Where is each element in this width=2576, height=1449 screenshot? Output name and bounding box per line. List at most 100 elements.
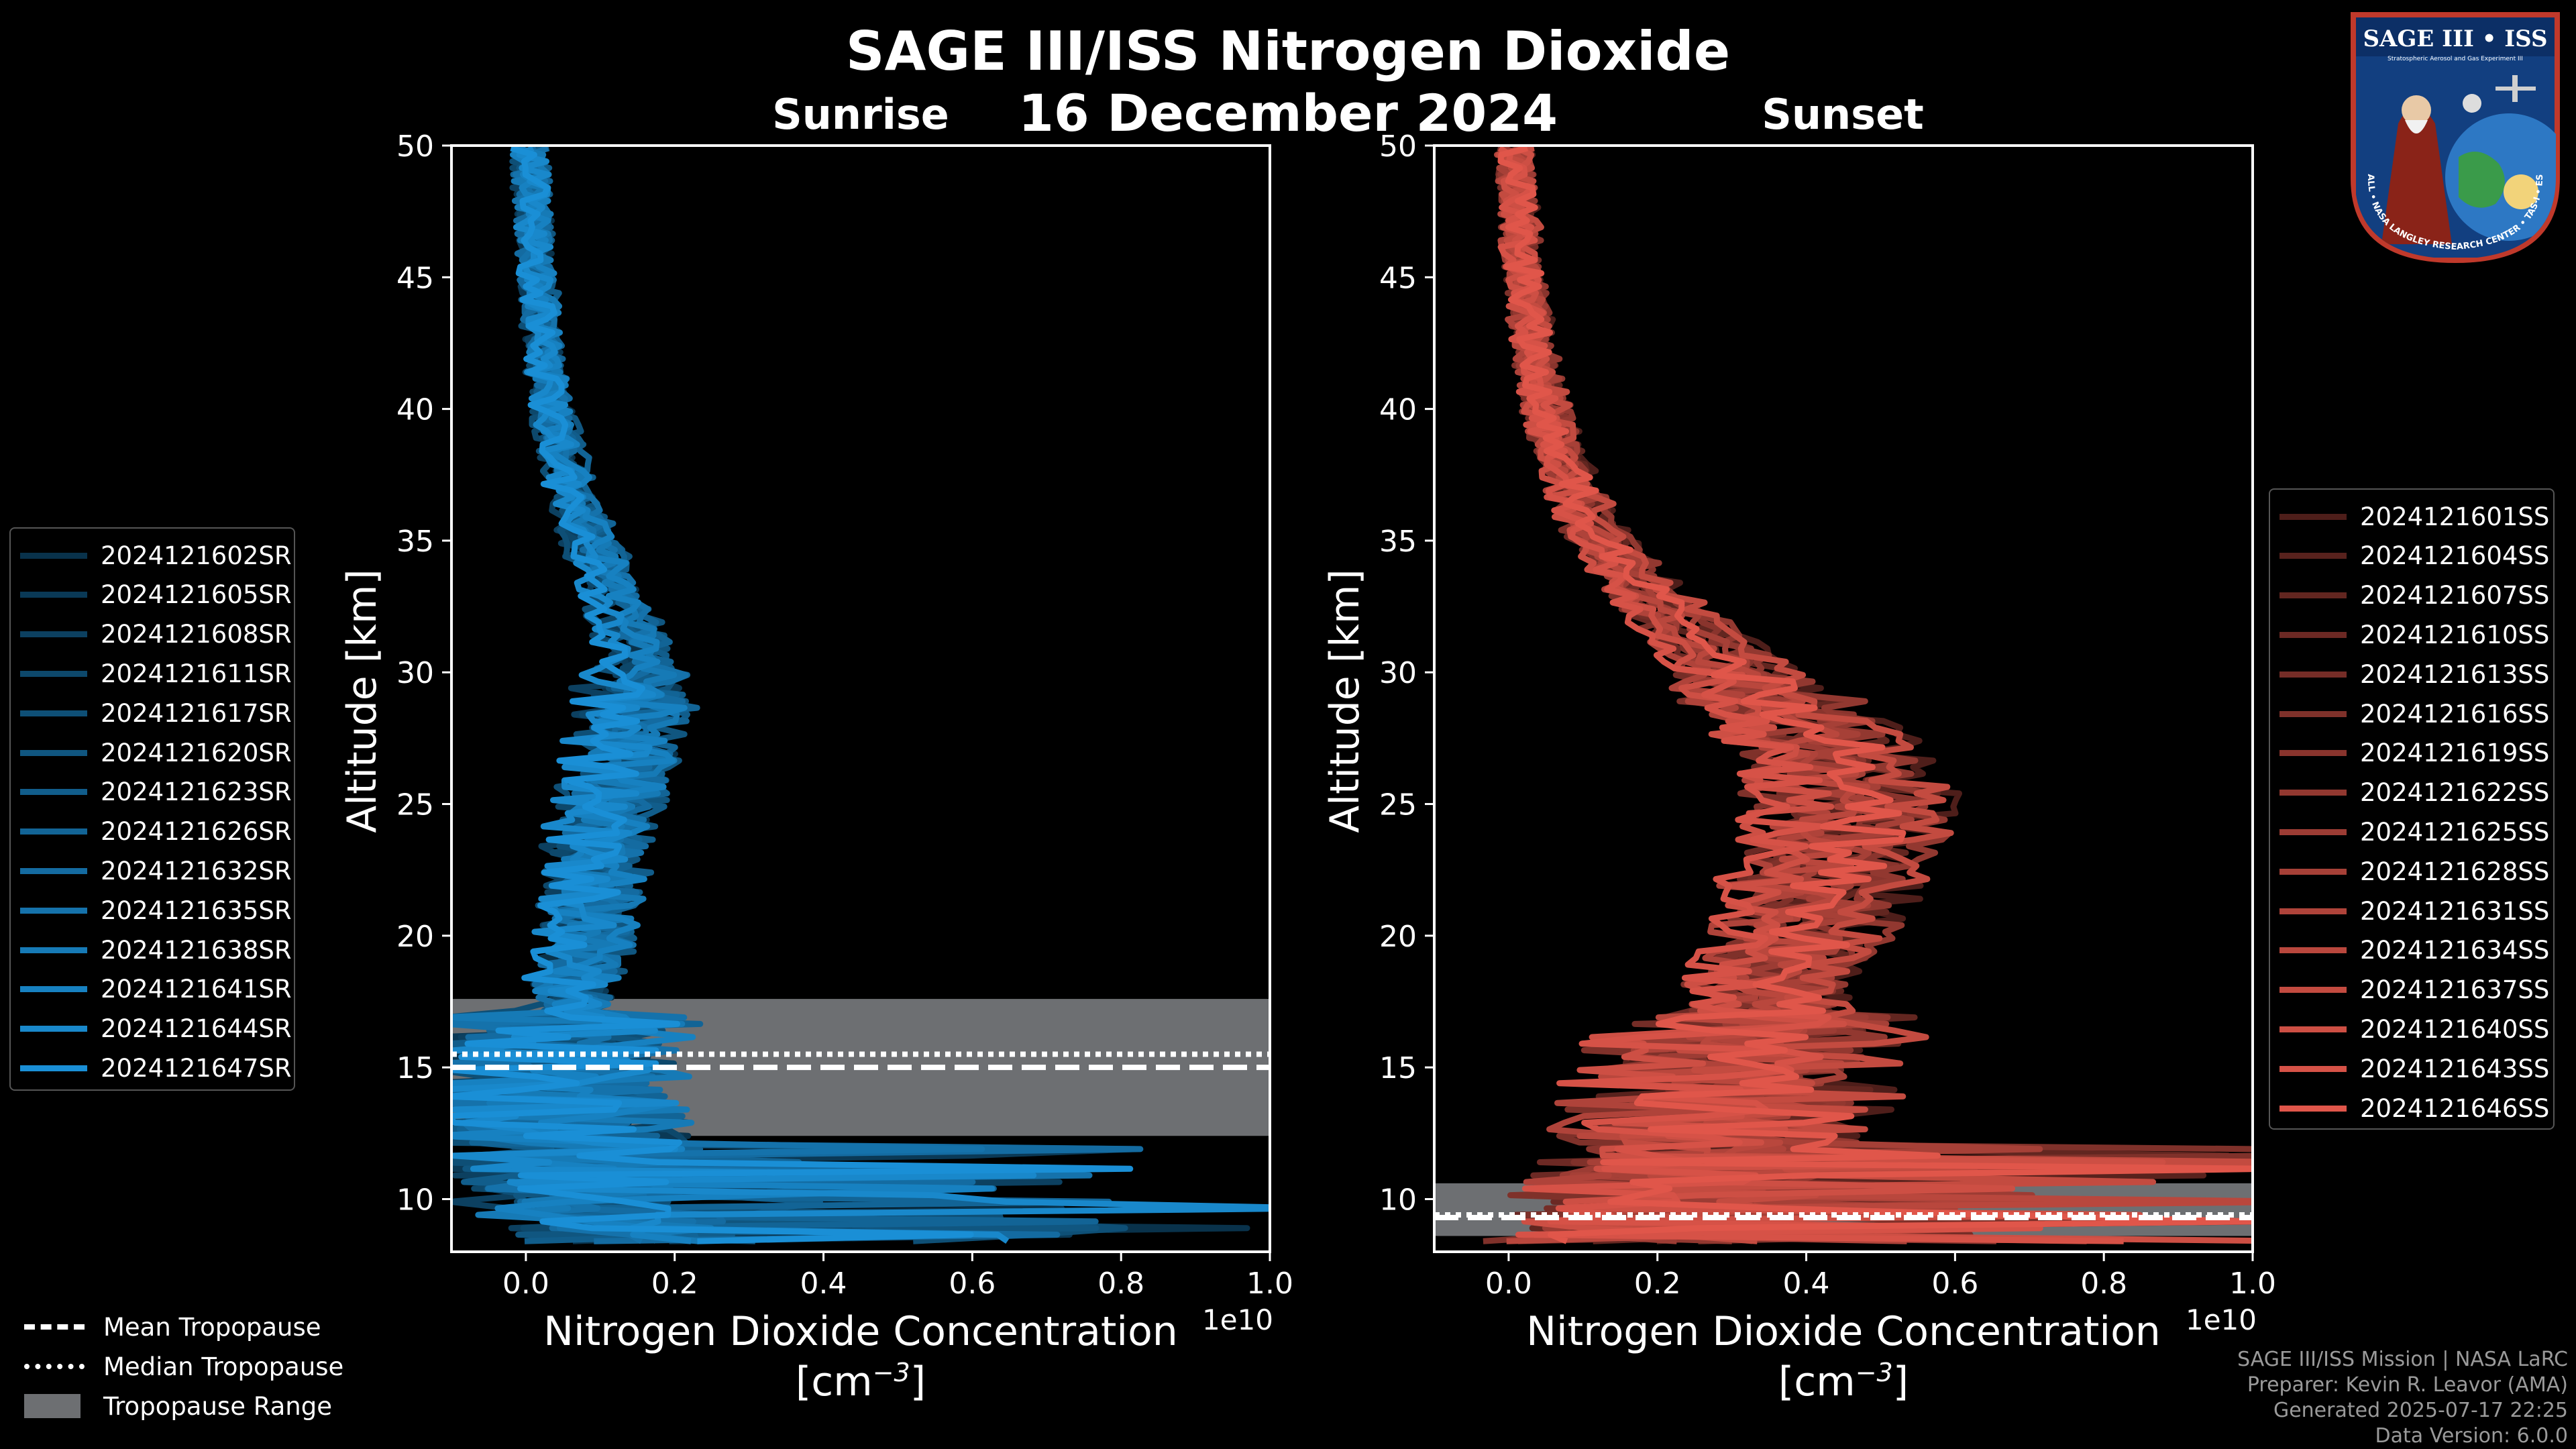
legend-swatch	[2279, 790, 2347, 796]
sunset-x-tick-label-0.4: 0.4	[1783, 1267, 1830, 1301]
sunrise-y-tick-label-20: 20	[396, 920, 434, 954]
legend-item: 2024121625SS	[2279, 816, 2549, 848]
legend-label: 2024121602SR	[101, 541, 292, 570]
sunrise-x-tick-label-0.0: 0.0	[502, 1267, 549, 1301]
sunset-y-tick-label-35: 35	[1379, 525, 1417, 559]
sunset-profiles	[1483, 146, 2253, 1244]
credit-mission: SAGE III/ISS Mission | NASA LaRC	[2237, 1348, 2568, 1371]
legend-swatch	[20, 592, 87, 598]
sunrise-x-tick-label-0.8: 0.8	[1097, 1267, 1144, 1301]
legend-swatch	[2279, 1026, 2347, 1032]
sunrise-x-axis-label-line2: [cm−3]	[795, 1358, 926, 1405]
legend-item: 2024121635SR	[20, 894, 292, 926]
credits: SAGE III/ISS Mission | NASA LaRC Prepare…	[2237, 1347, 2568, 1449]
sunrise-offset-text: 1e10	[1202, 1303, 1274, 1336]
sunrise-y-tick-label-45: 45	[396, 261, 434, 295]
legend-label: 2024121605SR	[101, 580, 292, 610]
legend-label: 2024121637SS	[2360, 975, 2550, 1005]
legend-swatch	[20, 710, 87, 716]
legend-swatch	[20, 867, 87, 874]
legend-label: 2024121619SS	[2360, 739, 2550, 768]
legend-item: 2024121601SS	[2279, 500, 2549, 533]
legend-tropopause-range: Tropopause Range	[24, 1390, 332, 1422]
sunset-x-tick-label-0.0: 0.0	[1485, 1267, 1532, 1301]
legend-item: 2024121602SR	[20, 539, 292, 572]
tropopause-legend: Mean Tropopause Median Tropopause Tropop…	[0, 1308, 376, 1442]
sunrise-y-tick-label-40: 40	[396, 393, 434, 427]
legend-median-tropopause: Median Tropopause	[24, 1350, 343, 1383]
sunset-y-tick-label-40: 40	[1379, 393, 1417, 427]
legend-swatch	[20, 947, 87, 953]
sunrise-y-tick-label-10: 10	[396, 1183, 434, 1217]
legend-item: 2024121644SR	[20, 1013, 292, 1045]
chart-title: SAGE III/ISS Nitrogen Dioxide	[845, 20, 1731, 83]
sunset-y-tick-label-25: 25	[1379, 788, 1417, 822]
legend-label: 2024121638SR	[101, 935, 292, 965]
sunset-panel-label: Sunset	[1762, 90, 1924, 139]
legend-label: 2024121616SS	[2360, 699, 2550, 729]
legend-label: 2024121607SS	[2360, 581, 2550, 610]
sunrise-x-tick-label-0.4: 0.4	[800, 1267, 847, 1301]
legend-swatch	[20, 749, 87, 756]
legend-item: 2024121604SS	[2279, 540, 2549, 572]
legend-item: 2024121619SS	[2279, 737, 2549, 769]
legend-swatch	[2279, 671, 2347, 678]
legend-swatch	[2279, 513, 2347, 520]
legend-item: 2024121628SS	[2279, 855, 2549, 888]
legend-swatch	[20, 828, 87, 835]
legend-item: 2024121623SR	[20, 776, 292, 808]
sunrise-x-tick-label-0.2: 0.2	[651, 1267, 698, 1301]
sunset-y-tick-label-30: 30	[1379, 656, 1417, 690]
legend-item: 2024121608SR	[20, 619, 292, 651]
legend-item: 2024121611SR	[20, 657, 292, 690]
legend-item: 2024121631SS	[2279, 895, 2549, 927]
sunrise-x-tick-label-0.6: 0.6	[949, 1267, 996, 1301]
sunset-y-tick-label-45: 45	[1379, 261, 1417, 295]
legend-item: 2024121643SS	[2279, 1053, 2549, 1085]
legend-item: 2024121620SR	[20, 737, 292, 769]
legend-label: 2024121604SS	[2360, 541, 2550, 571]
sunset-x-tick-label-0.8: 0.8	[2080, 1267, 2127, 1301]
sunset-x-tick-label-0.2: 0.2	[1634, 1267, 1681, 1301]
legend-item: 2024121626SR	[20, 816, 292, 848]
legend-swatch	[20, 986, 87, 993]
legend-label: 2024121631SS	[2360, 896, 2550, 926]
legend-item: 2024121632SR	[20, 855, 292, 887]
legend-item: 2024121610SS	[2279, 619, 2549, 651]
legend-swatch	[2279, 828, 2347, 835]
legend-swatch	[20, 1026, 87, 1032]
legend-item: 2024121640SS	[2279, 1013, 2549, 1045]
sunset-x-axis-label-line2: [cm−3]	[1778, 1358, 1909, 1405]
sunrise-plot-frame	[450, 144, 1271, 1253]
legend-swatch	[2279, 1065, 2347, 1072]
legend-label: 2024121620SR	[101, 738, 292, 767]
sunrise-legend: 2024121602SR 2024121605SR 2024121608SR 2024…	[9, 527, 295, 1091]
legend-swatch	[2279, 987, 2347, 994]
sunset-x-axis-label: Nitrogen Dioxide Concentration [cm−3]	[1434, 1308, 2253, 1405]
legend-swatch	[2279, 592, 2347, 599]
legend-item: 2024121616SS	[2279, 698, 2549, 730]
sunrise-x-tick-label-1.0: 1.0	[1246, 1267, 1293, 1301]
sunset-legend: 2024121601SS 2024121604SS 2024121607SS 2024…	[2269, 488, 2555, 1130]
legend-label: 2024121610SS	[2360, 620, 2550, 649]
legend-label: 2024121601SS	[2360, 502, 2550, 531]
sunset-y-tick-label-10: 10	[1379, 1183, 1417, 1217]
legend-label: 2024121641SR	[101, 975, 292, 1004]
sunset-x-tick-label-0.6: 0.6	[1931, 1267, 1978, 1301]
legend-label: 2024121643SS	[2360, 1054, 2550, 1083]
legend-item: 2024121613SS	[2279, 658, 2549, 690]
sunrise-y-tick-label-25: 25	[396, 788, 434, 822]
legend-label: 2024121613SS	[2360, 659, 2550, 689]
legend-swatch	[20, 907, 87, 914]
legend-label: 2024121632SR	[101, 856, 292, 885]
legend-swatch	[20, 552, 87, 559]
legend-swatch	[2279, 631, 2347, 638]
legend-label: 2024121646SS	[2360, 1093, 2550, 1123]
sunrise-x-axis-label: Nitrogen Dioxide Concentration [cm−3]	[451, 1308, 1270, 1405]
sunset-y-tick-label-20: 20	[1379, 920, 1417, 954]
legend-item: 2024121605SR	[20, 579, 292, 611]
legend-label: 2024121647SR	[101, 1053, 292, 1083]
logo-title: SAGE III • ISS	[2363, 25, 2547, 52]
